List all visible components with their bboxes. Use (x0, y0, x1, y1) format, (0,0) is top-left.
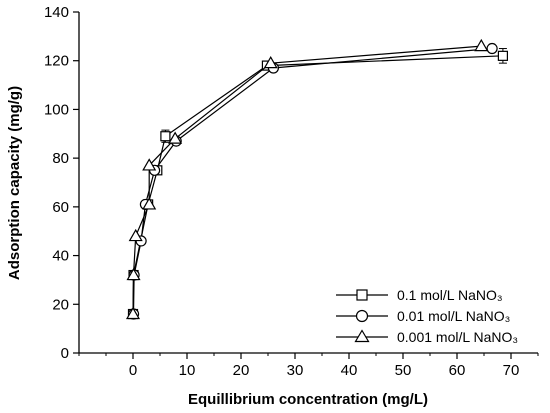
legend-label-2: 0.001 mol/L NaNO₃ (397, 329, 518, 345)
data-point (128, 228, 143, 242)
x-axis-title: Equillibrium concentration (mg/L) (188, 391, 428, 408)
y-tick-label-0: 0 (61, 345, 69, 362)
x-tick-label-1: 10 (179, 362, 196, 379)
y-tick-label-4: 80 (52, 150, 69, 167)
legend-marker-triangle (354, 329, 370, 343)
legend-item-2: 0.001 mol/L NaNO₃ (336, 329, 518, 345)
data-point (142, 197, 157, 210)
series-1-line (132, 47, 493, 315)
y-ticks: 0 20 40 60 80 100 120 140 (44, 4, 79, 362)
x-tick-label-3: 30 (287, 362, 304, 379)
x-tick-label-6: 60 (449, 362, 466, 379)
data-point (160, 131, 171, 142)
series-1 (127, 42, 498, 320)
legend-label-0: 0.1 mol/L NaNO₃ (397, 287, 503, 303)
y-tick-label-6: 120 (44, 53, 69, 70)
y-axis-title: Adsorption capacity (mg/g) (6, 86, 23, 280)
legend-marker-circle (355, 309, 369, 323)
legend-item-1: 0.01 mol/L NaNO₃ (336, 308, 510, 324)
legend-marker-square (356, 289, 368, 301)
x-tick-label-2: 20 (233, 362, 250, 379)
data-point (486, 42, 498, 55)
x-tick-label-5: 50 (395, 362, 412, 379)
series-0 (127, 48, 508, 320)
y-tick-label-5: 100 (44, 101, 69, 118)
series-0-line (132, 55, 503, 315)
legend-label-1: 0.01 mol/L NaNO₃ (397, 308, 510, 324)
x-tick-label-0: 0 (129, 362, 137, 379)
data-point (142, 158, 157, 171)
series-2 (125, 38, 489, 320)
x-ticks: 0 10 20 30 40 50 60 70 (78, 353, 539, 379)
data-point (497, 50, 508, 61)
legend: 0.1 mol/L NaNO₃ 0.01 mol/L NaNO₃ 0.001 m… (336, 287, 518, 345)
y-tick-label-2: 40 (52, 248, 69, 265)
x-tick-label-7: 70 (503, 362, 520, 379)
data-point (263, 55, 278, 69)
series-layer (125, 38, 508, 320)
legend-item-0: 0.1 mol/L NaNO₃ (336, 287, 503, 303)
series-2-line (132, 45, 482, 315)
y-tick-label-7: 140 (44, 4, 69, 21)
data-point (126, 267, 141, 281)
data-point (125, 306, 141, 320)
y-tick-label-3: 60 (52, 199, 69, 216)
axes (78, 12, 538, 354)
data-point (168, 131, 183, 144)
data-point (474, 38, 489, 52)
y-tick-label-1: 20 (52, 296, 69, 313)
x-tick-label-4: 40 (341, 362, 358, 379)
